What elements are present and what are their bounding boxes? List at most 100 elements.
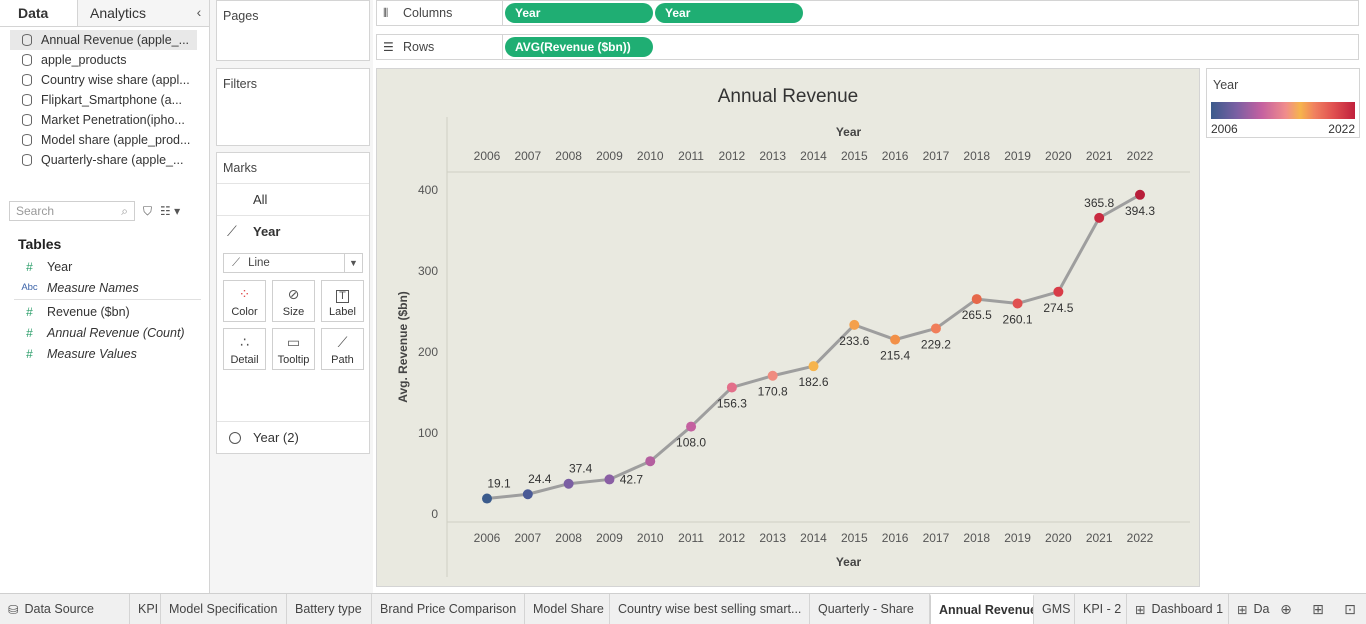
y-tick-label: 200: [418, 345, 438, 359]
data-label: 365.8: [1084, 196, 1114, 210]
tab-analytics[interactable]: Analytics: [78, 0, 189, 26]
series-line: [486, 193, 1141, 501]
sheet-tab-label: KPI: [138, 602, 159, 616]
data-label: 37.4: [569, 462, 593, 476]
detail-label: Detail: [230, 354, 259, 366]
x-tick-label-top: 2022: [1127, 149, 1154, 163]
divider: [14, 299, 201, 300]
datasource-label: Country wise share (appl...: [41, 73, 190, 87]
y-tick-label: 100: [418, 426, 438, 440]
datasource-item[interactable]: Flipkart_Smartphone (a...: [0, 90, 209, 110]
field-measure-names[interactable]: Abc Measure Names: [0, 277, 209, 298]
datasource-item[interactable]: Annual Revenue (apple_...: [10, 30, 197, 50]
sheet-tab[interactable]: ⊞ Dashboard 1: [1127, 594, 1229, 624]
columns-pill-year[interactable]: Year: [505, 3, 653, 23]
data-point: [726, 382, 737, 393]
datasource-icon: [22, 54, 32, 66]
marks-year2[interactable]: Year (2): [217, 421, 369, 453]
pages-title: Pages: [223, 9, 259, 23]
sheet-tab[interactable]: Quarterly - Share: [810, 594, 930, 624]
x-tick-label-top: 2018: [963, 149, 990, 163]
x-tick-label-top: 2012: [719, 149, 746, 163]
sheet-tab[interactable]: ⊞ Das: [1229, 594, 1275, 624]
data-label: 156.3: [717, 396, 747, 410]
data-pane: Data Analytics ‹ Annual Revenue (apple_.…: [0, 0, 210, 593]
sheet-tab[interactable]: Model Specification: [161, 594, 287, 624]
line-chart[interactable]: Annual Revenue Year Year 2006 2006 2007 2007 2…: [377, 69, 1199, 586]
x-tick-label-top: 2010: [637, 149, 664, 163]
sheet-tab-bar: ⛁ Data Source KPI Model Specification Batter…: [0, 593, 1366, 624]
data-point: [808, 361, 819, 372]
new-story-icon[interactable]: ⊡: [1344, 600, 1356, 617]
mark-type-value: Line: [248, 257, 270, 269]
search-icon[interactable]: ⌕: [121, 203, 128, 218]
rows-pill-revenue[interactable]: AVG(Revenue ($bn)): [505, 37, 653, 57]
sheet-tab[interactable]: ⛁ Data Source: [0, 594, 130, 624]
search-input[interactable]: [16, 204, 111, 218]
marks-all[interactable]: All: [217, 183, 369, 215]
color-legend[interactable]: Year 2006 2022: [1206, 68, 1360, 138]
field-measure-values[interactable]: # Measure Values: [0, 343, 209, 364]
data-label: 260.1: [1003, 312, 1033, 326]
sheet-tab-label: Brand Price Comparison: [380, 602, 517, 616]
sheet-tab[interactable]: Model Share: [525, 594, 610, 624]
filters-card[interactable]: Filters: [216, 68, 370, 146]
datasource-item[interactable]: Model share (apple_prod...: [0, 130, 209, 150]
data-point: [522, 489, 533, 500]
sheet-tab[interactable]: Annual Revenue: [930, 594, 1034, 624]
datasource-item[interactable]: Quarterly-share (apple_...: [0, 150, 209, 170]
data-label: 108.0: [676, 436, 706, 450]
marks-year[interactable]: ⟋ Year: [217, 215, 369, 247]
columns-pill-year-2[interactable]: Year: [655, 3, 803, 23]
color-button[interactable]: ⁘ Color: [223, 280, 266, 322]
axes: Year Year 2006 2006 2007 2007 2008 2008 2009 2009…: [396, 117, 1190, 577]
data-point: [563, 478, 574, 489]
sheet-tab[interactable]: KPI: [130, 594, 161, 624]
tooltip-button[interactable]: ▭ Tooltip: [272, 328, 315, 370]
marks-year-label: Year: [253, 224, 281, 239]
mark-type-select[interactable]: ⟋ Line ▼: [223, 253, 363, 273]
data-point: [604, 474, 615, 485]
x-tick-label-bottom: 2017: [923, 531, 950, 545]
size-label: Size: [282, 306, 305, 318]
detail-button[interactable]: ∴ Detail: [223, 328, 266, 370]
filter-icon[interactable]: ⛉: [143, 203, 153, 218]
pages-card[interactable]: Pages: [216, 0, 370, 61]
x-tick-label-top: 2021: [1086, 149, 1113, 163]
field-annual-revenue-count[interactable]: # Annual Revenue (Count): [0, 322, 209, 343]
datasource-item[interactable]: apple_products: [0, 50, 209, 70]
size-button[interactable]: ⊘ Size: [272, 280, 315, 322]
columns-shelf[interactable]: ⦀ Columns Year Year: [376, 0, 1359, 26]
view-list-icon[interactable]: ☷ ▾: [160, 204, 181, 218]
new-worksheet-icon[interactable]: ⊕: [1280, 600, 1292, 617]
data-point: [930, 323, 941, 334]
legend-min: 2006: [1211, 122, 1238, 136]
tab-data[interactable]: Data: [0, 0, 78, 26]
sheet-tab[interactable]: Country wise best selling smart...: [610, 594, 810, 624]
rows-shelf[interactable]: ☰ Rows AVG(Revenue ($bn)): [376, 34, 1359, 60]
sheet-tab-label: Data Source: [24, 602, 94, 616]
field-year[interactable]: # Year: [0, 256, 209, 277]
sheet-tab-label: Quarterly - Share: [818, 602, 914, 616]
data-label: 215.4: [880, 349, 910, 363]
datasource-list: Annual Revenue (apple_... apple_products…: [0, 27, 209, 170]
field-revenue[interactable]: # Revenue ($bn): [0, 301, 209, 322]
sheet-tab[interactable]: Brand Price Comparison: [372, 594, 525, 624]
filters-title: Filters: [223, 77, 258, 91]
data-label: 265.5: [962, 308, 992, 322]
datasource-item[interactable]: Market Penetration(ipho...: [0, 110, 209, 130]
sheet-tab[interactable]: KPI - 2: [1075, 594, 1127, 624]
sheet-tab[interactable]: GMS: [1034, 594, 1075, 624]
datasource-icon: [22, 94, 32, 106]
x-tick-label-bottom: 2011: [678, 531, 704, 545]
x-tick-label-bottom: 2008: [555, 531, 582, 545]
label-button[interactable]: T Label: [321, 280, 364, 322]
sheet-tab[interactable]: Battery type: [287, 594, 372, 624]
datasource-item[interactable]: Country wise share (appl...: [0, 70, 209, 90]
new-dashboard-icon[interactable]: ⊞: [1312, 600, 1324, 617]
path-button[interactable]: ⟋ Path: [321, 328, 364, 370]
collapse-pane-icon[interactable]: ‹: [189, 0, 209, 26]
datasource-icon: [22, 34, 32, 46]
x-tick-label-bottom: 2013: [759, 531, 786, 545]
